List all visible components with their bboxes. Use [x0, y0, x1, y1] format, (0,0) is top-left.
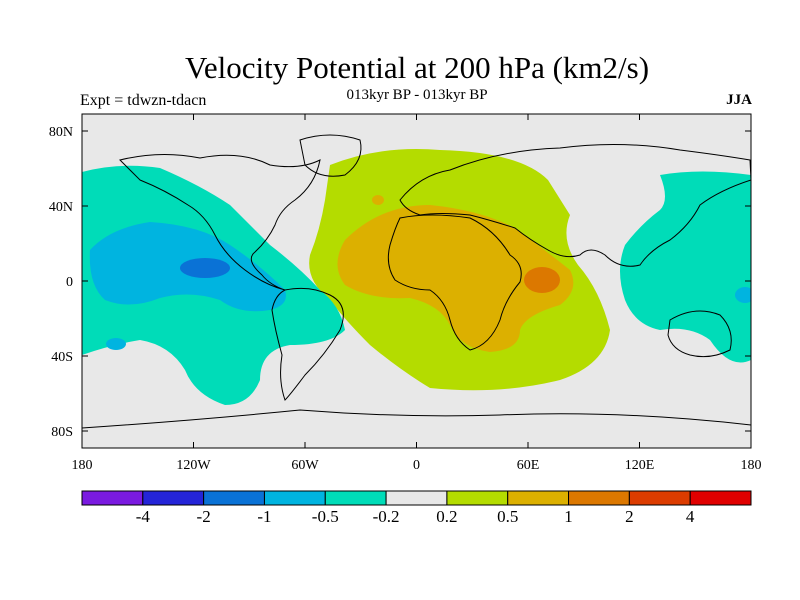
- negative-region-pacific-0.5-south: [106, 338, 126, 350]
- x-tick-label: 120E: [625, 458, 655, 473]
- season-label: JJA: [726, 92, 752, 108]
- negative-region-west-pacific-0.5: [735, 287, 751, 303]
- x-tick-label: 0: [413, 458, 420, 473]
- colorbar-swatch: [628, 490, 691, 506]
- plot-title: Velocity Potential at 200 hPa (km2/s): [184, 50, 650, 85]
- colorbar-swatch: [507, 490, 570, 506]
- x-tick-label: 180: [72, 458, 93, 473]
- colorbar-label: 0.5: [497, 507, 518, 526]
- y-tick-label: 40N: [49, 200, 73, 215]
- colorbar-label: 4: [686, 507, 695, 526]
- y-axis: 80N 40N 0 40S 80S: [49, 125, 751, 440]
- colorbar-label: 1: [564, 507, 573, 526]
- colorbar-label: 0.2: [436, 507, 457, 526]
- colorbar-swatch: [385, 490, 448, 506]
- africa-outline: [387, 214, 522, 351]
- x-axis: 180 120W 60W 0 60E 120E 180: [72, 114, 762, 473]
- y-tick-label: 80S: [51, 425, 73, 440]
- colorbar-label: -4: [136, 507, 151, 526]
- experiment-label: Expt = tdwzn-tdacn: [80, 92, 207, 109]
- colorbar-swatch: [689, 490, 752, 506]
- greenland-outline: [299, 134, 362, 177]
- colorbar-label: -0.2: [373, 507, 400, 526]
- x-tick-label: 60E: [517, 458, 540, 473]
- positive-region-1: [524, 267, 560, 293]
- colorbar-swatch: [446, 490, 509, 506]
- colorbar-swatch: [142, 490, 205, 506]
- colorbar-label: -2: [197, 507, 211, 526]
- positive-region-0.5-north: [372, 195, 384, 205]
- negative-region-pacific-1: [180, 258, 230, 278]
- y-tick-label: 0: [66, 275, 73, 290]
- colorbar: -4 -2 -1 -0.5 -0.2 0.2 0.5 1 2 4: [81, 490, 752, 526]
- north-america-outline: [119, 153, 321, 291]
- antarctica-outline: [82, 409, 751, 429]
- x-tick-label: 60W: [291, 458, 319, 473]
- colorbar-swatch: [568, 490, 630, 506]
- plot-subtitle: 013kyr BP - 013kyr BP: [346, 87, 488, 103]
- x-tick-label: 120W: [176, 458, 211, 473]
- colorbar-swatch: [203, 490, 265, 506]
- colorbar-label: 2: [625, 507, 634, 526]
- y-tick-label: 80N: [49, 125, 73, 140]
- positive-region-0.5: [337, 205, 574, 352]
- y-tick-label: 40S: [51, 350, 73, 365]
- colorbar-swatch: [81, 490, 144, 506]
- coastlines: [82, 134, 751, 429]
- colorbar-swatch: [263, 490, 326, 506]
- south-america-outline: [271, 287, 344, 401]
- colorbar-swatch: [324, 490, 387, 506]
- australia-outline: [667, 310, 732, 358]
- colorbar-label: -0.5: [312, 507, 339, 526]
- europe-asia-outline: [399, 143, 751, 267]
- colorbar-label: -1: [257, 507, 271, 526]
- x-tick-label: 180: [741, 458, 762, 473]
